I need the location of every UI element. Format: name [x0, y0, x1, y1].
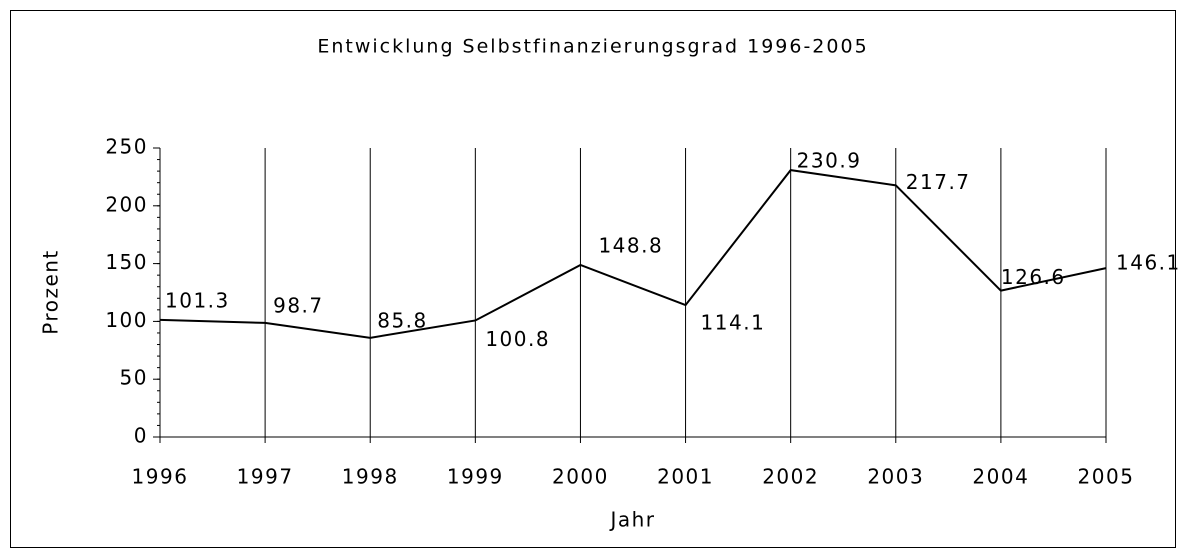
line	[159, 169, 1107, 339]
y-axis-label: Prozent	[39, 249, 63, 335]
chart-title: Entwicklung Selbstfinanzierungsgrad 1996…	[317, 36, 868, 58]
data-label: 101.3	[165, 288, 230, 312]
y-tick-label: 200	[105, 192, 148, 216]
x-tick-label: 2003	[867, 465, 924, 489]
chart-frame	[10, 10, 1176, 548]
x-tick-label: 2002	[762, 465, 819, 489]
x-tick-label: 1998	[342, 465, 399, 489]
data-label: 114.1	[701, 311, 766, 335]
x-tick-label: 1996	[132, 465, 189, 489]
data-label: 217.7	[906, 170, 971, 194]
x-tick-label: 2001	[657, 465, 714, 489]
x-tick-label: 2005	[1078, 465, 1135, 489]
data-label: 100.8	[485, 327, 550, 351]
x-tick-label: 2004	[972, 465, 1029, 489]
y-tick-label: 100	[105, 308, 148, 332]
data-label: 146.1	[1116, 251, 1181, 275]
y-tick-label: 150	[105, 250, 148, 274]
data-label: 148.8	[598, 233, 663, 257]
x-tick-label: 1997	[237, 465, 294, 489]
data-label: 230.9	[797, 149, 862, 173]
y-tick-label: 250	[105, 135, 148, 159]
data-label: 98.7	[273, 293, 324, 317]
x-tick-label: 1999	[447, 465, 504, 489]
y-tick-label: 0	[134, 424, 148, 448]
y-tick-label: 50	[120, 366, 148, 390]
x-tick-label: 2000	[552, 465, 609, 489]
data-label: 126.6	[1001, 265, 1066, 289]
data-label: 85.8	[377, 308, 428, 332]
x-axis-label: Jahr	[608, 508, 655, 532]
